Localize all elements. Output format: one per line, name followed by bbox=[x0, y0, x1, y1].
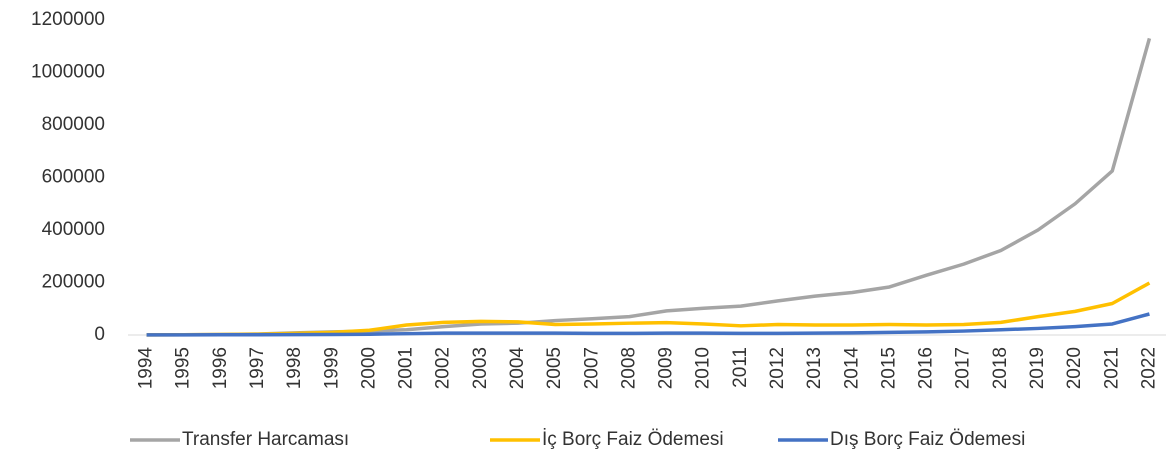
x-tick-label: 2018 bbox=[990, 347, 1011, 389]
y-tick-label: 1200000 bbox=[31, 9, 105, 30]
x-tick-label: 2021 bbox=[1101, 347, 1122, 389]
x-tick-label: 2022 bbox=[1138, 347, 1159, 389]
x-tick-label: 2003 bbox=[470, 347, 491, 389]
line-series bbox=[146, 37, 1152, 337]
y-tick-label: 200000 bbox=[42, 272, 105, 293]
x-tick-label: 2009 bbox=[656, 347, 677, 389]
x-tick-label: 2016 bbox=[916, 347, 937, 389]
line-series bbox=[146, 312, 1150, 337]
x-tick-label: 2008 bbox=[618, 347, 639, 389]
x-tick-label: 2001 bbox=[396, 347, 417, 389]
x-tick-label: 2000 bbox=[358, 347, 379, 389]
y-tick-label: 1000000 bbox=[31, 62, 105, 83]
line-series bbox=[146, 281, 1151, 337]
legend-label: İç Borç Faiz Ödemesi bbox=[542, 429, 724, 450]
x-tick-label: 2010 bbox=[693, 347, 714, 389]
y-tick-label: 400000 bbox=[42, 219, 105, 240]
y-tick-label: 800000 bbox=[42, 114, 105, 135]
x-tick-label: 2002 bbox=[433, 347, 454, 389]
x-tick-label: 2017 bbox=[953, 347, 974, 389]
x-tick-label: 2011 bbox=[730, 347, 751, 388]
legend-label: Transfer Harcaması bbox=[182, 429, 349, 450]
x-tick-label: 2020 bbox=[1064, 347, 1085, 389]
x-tick-label: 2005 bbox=[544, 347, 565, 389]
x-tick-label: 2004 bbox=[507, 347, 528, 390]
x-tick-label: 1994 bbox=[136, 347, 157, 390]
x-tick-label: 1999 bbox=[321, 347, 342, 389]
y-tick-label: 600000 bbox=[42, 167, 105, 188]
legend-label: Dış Borç Faiz Ödemesi bbox=[830, 429, 1025, 450]
x-tick-label: 2013 bbox=[804, 347, 825, 389]
x-tick-label: 1997 bbox=[247, 347, 268, 389]
x-tick-label: 1996 bbox=[210, 347, 231, 389]
y-tick-label: 0 bbox=[94, 324, 105, 345]
x-tick-label: 2019 bbox=[1027, 347, 1048, 389]
x-tick-label: 2007 bbox=[581, 347, 602, 389]
x-tick-label: 2012 bbox=[767, 347, 788, 389]
x-tick-label: 2014 bbox=[841, 347, 862, 390]
x-tick-label: 2015 bbox=[878, 347, 899, 389]
x-tick-label: 1998 bbox=[284, 347, 305, 389]
x-tick-label: 1995 bbox=[173, 347, 194, 389]
